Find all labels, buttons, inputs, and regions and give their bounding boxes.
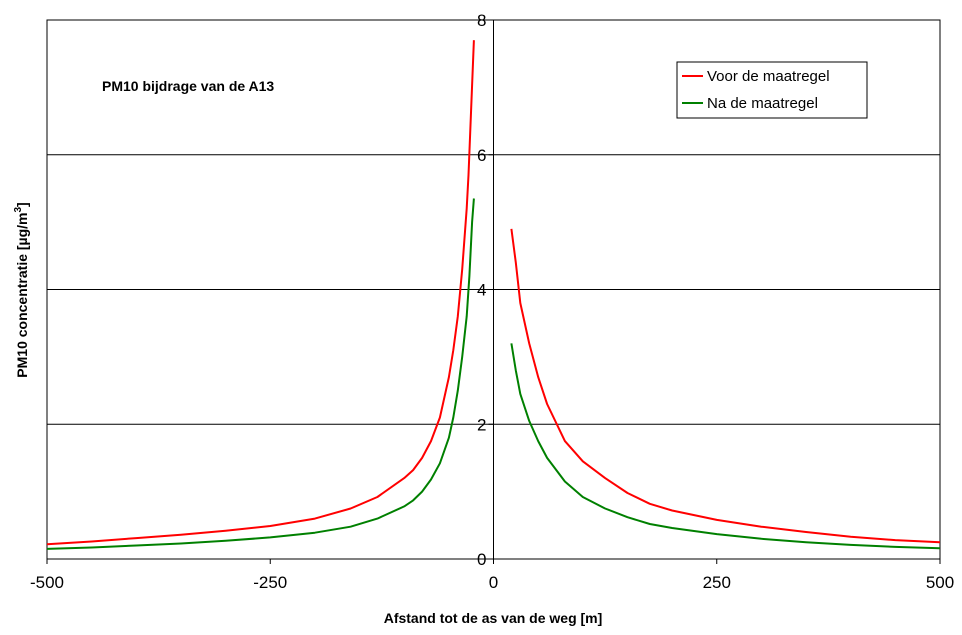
legend: Voor de maatregel Na de maatregel bbox=[676, 61, 868, 119]
legend-label-na: Na de maatregel bbox=[707, 95, 818, 112]
x-tick-label-250: 250 bbox=[703, 573, 731, 592]
y-tick-label-0: 0 bbox=[477, 550, 486, 569]
x-axis-title: Afstand tot de as van de weg [m] bbox=[384, 610, 603, 626]
y-tick-label-6: 6 bbox=[477, 146, 486, 165]
y-tick-label-4: 4 bbox=[477, 281, 486, 300]
x-tick-label-500: 500 bbox=[926, 573, 954, 592]
legend-label-voor: Voor de maatregel bbox=[707, 68, 830, 85]
y-axis-title-end: ] bbox=[14, 202, 30, 207]
x-tick-label-0: 0 bbox=[489, 573, 498, 592]
y-tick-label-2: 2 bbox=[477, 415, 486, 434]
y-axis-title: PM10 concentratie [µg/m3] bbox=[13, 202, 30, 377]
x-tick-label--500: -500 bbox=[30, 573, 64, 592]
series-lines bbox=[46, 40, 941, 550]
series-line-na-left bbox=[46, 198, 475, 550]
y-axis-title-main: PM10 concentratie [µg/m bbox=[14, 213, 30, 378]
chart-annotation: PM10 bijdrage van de A13 bbox=[102, 78, 274, 94]
legend-box bbox=[676, 61, 868, 119]
y-axis-title-superscript: 3 bbox=[13, 207, 24, 213]
x-tick-label--250: -250 bbox=[253, 573, 287, 592]
series-line-na-right bbox=[510, 343, 941, 550]
y-tick-label-8: 8 bbox=[477, 11, 486, 30]
series-line-voor-left bbox=[46, 40, 475, 546]
axis-ticks: 0 2 4 6 8 -500 -250 0 250 500 bbox=[30, 11, 954, 592]
series-line-voor-right bbox=[510, 228, 941, 544]
